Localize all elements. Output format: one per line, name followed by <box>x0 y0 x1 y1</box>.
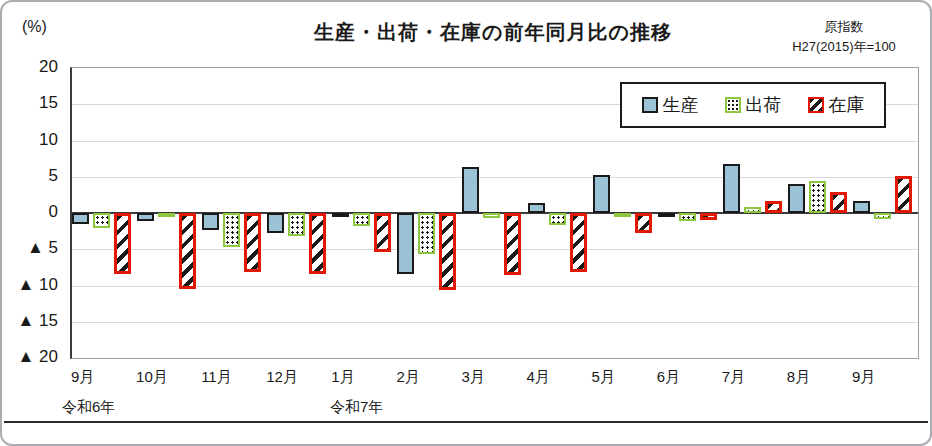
bar-production-7月 <box>723 164 740 213</box>
chart-card: (%) 生産・出荷・在庫の前年同月比の推移 原指数 H27(2015)年=100… <box>0 0 932 446</box>
gridline <box>72 141 918 142</box>
bar-shipment-4月 <box>549 213 566 225</box>
legend-item-production: 生産 <box>642 93 699 117</box>
bar-shipment-9月 <box>874 213 891 219</box>
legend-item-shipment: 出荷 <box>725 93 782 117</box>
y-tick-label: 10 <box>2 129 58 151</box>
bar-inventory-12月 <box>309 213 326 274</box>
legend-label-production: 生産 <box>663 93 699 117</box>
y-tick-label: 5 <box>2 165 58 187</box>
legend-item-inventory: 在庫 <box>808 93 865 117</box>
bar-production-3月 <box>462 167 479 213</box>
bar-shipment-9月 <box>93 213 110 228</box>
bar-production-10月 <box>137 213 154 221</box>
bar-inventory-8月 <box>830 192 847 213</box>
bar-shipment-3月 <box>483 213 500 218</box>
bar-shipment-11月 <box>223 213 240 247</box>
x-tick-label: 4月 <box>527 368 550 387</box>
x-tick-label: 12月 <box>266 368 298 387</box>
bar-shipment-12月 <box>288 213 305 236</box>
legend: 生産 出荷 在庫 <box>620 82 886 128</box>
chart-bottom-border <box>4 421 928 423</box>
bar-shipment-5月 <box>614 213 631 217</box>
legend-label-inventory: 在庫 <box>829 93 865 117</box>
bar-production-2月 <box>397 213 414 274</box>
bar-production-1月 <box>332 213 349 217</box>
x-tick-label: 3月 <box>461 368 484 387</box>
x-tick-label: 9月 <box>71 368 94 387</box>
shipment-swatch-icon <box>725 97 741 113</box>
bar-shipment-8月 <box>809 181 826 213</box>
index-note-line1: 原指数 <box>764 17 924 37</box>
bar-production-9月 <box>853 201 870 213</box>
bar-production-9月 <box>72 213 89 224</box>
x-tick-label: 6月 <box>657 368 680 387</box>
gridline <box>72 286 918 287</box>
bar-shipment-10月 <box>158 213 175 217</box>
x-tick-label: 9月 <box>852 368 875 387</box>
gridline <box>72 177 918 178</box>
y-tick-label: ▲ 20 <box>2 346 58 368</box>
bar-inventory-9月 <box>895 176 912 213</box>
y-tick-label: 0 <box>2 201 58 223</box>
bar-production-11月 <box>202 213 219 230</box>
bar-production-8月 <box>788 184 805 213</box>
bar-production-5月 <box>593 175 610 213</box>
y-tick-label: ▲ 10 <box>2 274 58 296</box>
x-tick-label: 5月 <box>592 368 615 387</box>
gridline <box>72 322 918 323</box>
index-note: 原指数 H27(2015)年=100 <box>764 17 924 57</box>
y-axis-tick-labels: 20 15 10 5 0 ▲ 5 ▲ 10 ▲ 15 ▲ 20 <box>2 2 58 444</box>
bar-inventory-1月 <box>374 213 391 252</box>
x-tick-label: 1月 <box>331 368 354 387</box>
era-label-reiwa7: 令和7年 <box>330 398 383 417</box>
plot-area: 生産 出荷 在庫 <box>70 67 919 359</box>
gridline <box>72 249 918 250</box>
era-label-reiwa6: 令和6年 <box>62 398 115 417</box>
bar-shipment-6月 <box>679 213 696 221</box>
y-tick-label: ▲ 5 <box>2 237 58 259</box>
bar-inventory-4月 <box>570 213 587 272</box>
bar-shipment-7月 <box>744 207 761 213</box>
bar-inventory-10月 <box>179 213 196 289</box>
y-tick-label: 15 <box>2 92 58 114</box>
production-swatch-icon <box>642 97 658 113</box>
x-tick-label: 8月 <box>787 368 810 387</box>
index-note-line2: H27(2015)年=100 <box>764 37 924 57</box>
x-tick-label: 7月 <box>722 368 745 387</box>
bar-shipment-1月 <box>353 213 370 226</box>
bar-shipment-2月 <box>418 213 435 254</box>
bar-production-4月 <box>528 203 545 213</box>
bar-production-12月 <box>267 213 284 233</box>
legend-label-shipment: 出荷 <box>746 93 782 117</box>
bar-inventory-6月 <box>700 213 717 220</box>
bar-inventory-11月 <box>244 213 261 272</box>
inventory-swatch-icon <box>808 97 824 113</box>
bar-production-6月 <box>658 213 675 217</box>
bar-inventory-2月 <box>439 213 456 290</box>
bar-inventory-3月 <box>504 213 521 275</box>
y-tick-label: ▲ 15 <box>2 310 58 332</box>
x-tick-label: 10月 <box>136 368 168 387</box>
x-tick-label: 2月 <box>396 368 419 387</box>
y-tick-label: 20 <box>2 56 58 78</box>
bar-inventory-7月 <box>765 201 782 213</box>
bar-inventory-5月 <box>635 213 652 233</box>
bar-inventory-9月 <box>114 213 131 274</box>
x-tick-label: 11月 <box>201 368 232 387</box>
